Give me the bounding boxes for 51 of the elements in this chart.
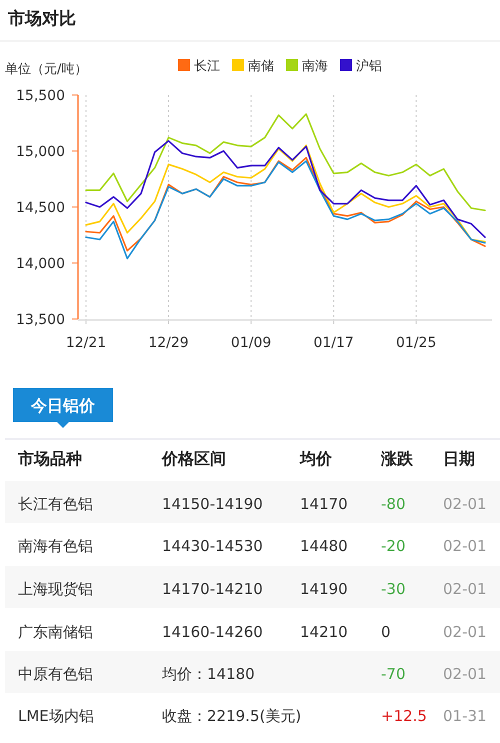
text: 02-01 — [443, 580, 487, 598]
text: 长江有色铝 — [18, 495, 93, 513]
x-tick-label: 12/21 — [66, 335, 106, 351]
text: 中原有色铝 — [18, 665, 93, 683]
text: 均价：14180 — [161, 665, 255, 683]
text: 价格区间 — [161, 449, 226, 468]
line-series — [85, 113, 486, 212]
text: 14160-14260 — [162, 623, 263, 641]
text: 14170-14210 — [162, 580, 263, 598]
x-tick-label: 01/17 — [313, 335, 354, 351]
x-tick-label: 12/29 — [148, 335, 189, 351]
text: 今日铝价 — [30, 396, 96, 415]
y-tick-label: 14,000 — [16, 256, 65, 272]
legend-label: 南海 — [302, 59, 328, 74]
y-axis-title: 单位（元/吨） — [5, 62, 88, 77]
text: 02-01 — [443, 495, 487, 513]
text: 14210 — [300, 623, 348, 641]
text: -20 — [381, 537, 406, 555]
text: 日期 — [443, 449, 475, 468]
legend-label: 长江 — [194, 59, 220, 74]
y-tick-label: 15,500 — [16, 88, 65, 104]
text: LME场内铝 — [18, 707, 94, 725]
text: 南海有色铝 — [18, 537, 93, 555]
legend-label: 南储 — [248, 59, 274, 74]
text: 02-01 — [443, 537, 487, 555]
chart-title: 市场对比 — [7, 9, 76, 29]
x-tick-label: 01/09 — [230, 335, 272, 351]
text: 02-01 — [443, 623, 487, 641]
text: 均价 — [299, 449, 333, 468]
text: 14430-14530 — [162, 537, 263, 555]
text: 14150-14190 — [162, 495, 263, 513]
legend-label: 沪铝 — [356, 58, 382, 74]
text: 广东南储铝 — [18, 623, 93, 641]
text: 14170 — [300, 495, 348, 513]
text: 市场品种 — [17, 449, 82, 468]
text: 收盘：2219.5(美元) — [162, 707, 302, 725]
y-tick-label: 15,000 — [16, 144, 65, 160]
y-tick-label: 13,500 — [16, 312, 65, 328]
text: 上海现货铝 — [18, 580, 93, 598]
text: 01-31 — [443, 707, 487, 725]
text: +12.5 — [381, 707, 427, 725]
text: 14480 — [300, 537, 348, 555]
text: 涨跌 — [380, 449, 414, 468]
x-tick-label: 01/25 — [396, 335, 436, 351]
text: -30 — [381, 580, 406, 598]
text: -80 — [381, 495, 406, 513]
text: 02-01 — [443, 665, 487, 683]
y-tick-label: 14,500 — [16, 200, 65, 216]
text: 0 — [381, 623, 391, 641]
text: -70 — [381, 665, 406, 683]
text: 14190 — [300, 580, 348, 598]
